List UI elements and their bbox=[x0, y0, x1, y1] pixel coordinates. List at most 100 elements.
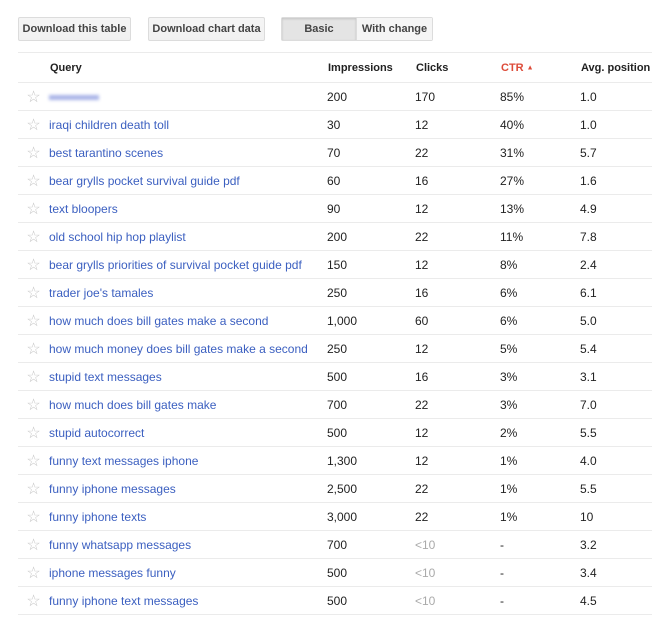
star-icon[interactable]: ☆ bbox=[18, 446, 49, 475]
avg-position-cell: 5.4 bbox=[580, 334, 652, 363]
download-chart-data-button[interactable]: Download chart data bbox=[148, 17, 265, 41]
star-icon[interactable]: ☆ bbox=[18, 278, 49, 307]
query-cell: how much does bill gates make a second bbox=[49, 306, 327, 335]
header-ctr-label: CTR bbox=[501, 61, 524, 74]
query-link[interactable]: text bloopers bbox=[49, 201, 118, 216]
query-cell: trader joe's tamales bbox=[49, 278, 327, 307]
ctr-cell: 40% bbox=[500, 110, 580, 139]
query-link[interactable]: best tarantino scenes bbox=[49, 145, 164, 160]
clicks-cell: 22 bbox=[415, 222, 500, 251]
query-cell: best tarantino scenes bbox=[49, 138, 327, 167]
download-table-button[interactable]: Download this table bbox=[18, 17, 131, 41]
query-link[interactable]: how much does bill gates make bbox=[49, 397, 217, 412]
query-cell: funny iphone text messages bbox=[49, 586, 327, 615]
star-icon[interactable]: ☆ bbox=[18, 362, 49, 391]
query-link[interactable]: funny iphone texts bbox=[49, 509, 147, 524]
impressions-cell: 150 bbox=[327, 250, 415, 279]
impressions-cell: 250 bbox=[327, 334, 415, 363]
star-icon[interactable]: ☆ bbox=[18, 166, 49, 195]
header-ctr[interactable]: CTR ▲ bbox=[500, 52, 580, 83]
impressions-cell: 60 bbox=[327, 166, 415, 195]
query-cell: funny text messages iphone bbox=[49, 446, 327, 475]
table-row: ☆ trader joe's tamales 250 16 6% 6.1 bbox=[18, 278, 652, 307]
ctr-cell: 3% bbox=[500, 390, 580, 419]
query-link[interactable]: funny text messages iphone bbox=[49, 453, 199, 468]
header-query[interactable]: Query bbox=[49, 52, 327, 83]
query-link[interactable]: iphone messages funny bbox=[49, 565, 176, 580]
ctr-cell: 1% bbox=[500, 502, 580, 531]
table-row: ☆ stupid autocorrect 500 12 2% 5.5 bbox=[18, 418, 652, 447]
query-link[interactable]: how much does bill gates make a second bbox=[49, 313, 269, 328]
avg-position-cell: 6.1 bbox=[580, 278, 652, 307]
star-icon[interactable]: ☆ bbox=[18, 110, 49, 139]
table-row: ☆ how much does bill gates make a second… bbox=[18, 306, 652, 335]
query-link[interactable]: old school hip hop playlist bbox=[49, 229, 186, 244]
star-icon[interactable]: ☆ bbox=[18, 138, 49, 167]
avg-position-cell: 5.7 bbox=[580, 138, 652, 167]
ctr-cell: 1% bbox=[500, 474, 580, 503]
star-icon[interactable]: ☆ bbox=[18, 530, 49, 559]
impressions-cell: 500 bbox=[327, 418, 415, 447]
star-icon[interactable]: ☆ bbox=[18, 250, 49, 279]
ctr-cell: 2% bbox=[500, 418, 580, 447]
header-clicks[interactable]: Clicks bbox=[415, 52, 500, 83]
star-icon[interactable]: ☆ bbox=[18, 222, 49, 251]
star-icon[interactable]: ☆ bbox=[18, 334, 49, 363]
sort-ascending-icon: ▲ bbox=[526, 64, 534, 72]
query-link[interactable]: bear grylls pocket survival guide pdf bbox=[49, 173, 240, 188]
ctr-cell: 6% bbox=[500, 278, 580, 307]
query-link[interactable]: bear grylls priorities of survival pocke… bbox=[49, 257, 302, 272]
table-row: ☆ funny iphone text messages 500 <10 - 4… bbox=[18, 586, 652, 615]
query-link[interactable]: iraqi children death toll bbox=[49, 117, 170, 132]
query-link[interactable]: funny whatsapp messages bbox=[49, 537, 192, 552]
header-avg-position[interactable]: Avg. position bbox=[580, 52, 652, 83]
with-change-toggle-button[interactable]: With change bbox=[357, 18, 432, 40]
avg-position-cell: 10 bbox=[580, 502, 652, 531]
clicks-cell: 22 bbox=[415, 474, 500, 503]
avg-position-cell: 1.0 bbox=[580, 110, 652, 139]
ctr-cell: 1% bbox=[500, 446, 580, 475]
star-icon[interactable]: ☆ bbox=[18, 390, 49, 419]
table-row: ☆ how much money does bill gates make a … bbox=[18, 334, 652, 363]
clicks-cell: 22 bbox=[415, 390, 500, 419]
table-row: ☆ stupid text messages 500 16 3% 3.1 bbox=[18, 362, 652, 391]
query-link[interactable]: how much money does bill gates make a se… bbox=[49, 341, 308, 356]
star-icon[interactable]: ☆ bbox=[18, 82, 49, 111]
star-icon[interactable]: ☆ bbox=[18, 502, 49, 531]
impressions-cell: 30 bbox=[327, 110, 415, 139]
avg-position-cell: 2.4 bbox=[580, 250, 652, 279]
ctr-cell: 8% bbox=[500, 250, 580, 279]
query-link[interactable]: funny iphone messages bbox=[49, 481, 176, 496]
star-icon[interactable]: ☆ bbox=[18, 418, 49, 447]
query-link[interactable]: stupid autocorrect bbox=[49, 425, 145, 440]
ctr-cell: 27% bbox=[500, 166, 580, 195]
ctr-cell: 13% bbox=[500, 194, 580, 223]
avg-position-cell: 5.5 bbox=[580, 418, 652, 447]
basic-toggle-button[interactable]: Basic bbox=[282, 18, 357, 40]
impressions-cell: 250 bbox=[327, 278, 415, 307]
redacted-query[interactable] bbox=[49, 94, 99, 100]
table-row: ☆ funny text messages iphone 1,300 12 1%… bbox=[18, 446, 652, 475]
query-link[interactable]: trader joe's tamales bbox=[49, 285, 154, 300]
avg-position-cell: 5.5 bbox=[580, 474, 652, 503]
clicks-cell: <10 bbox=[415, 558, 500, 587]
clicks-cell: 60 bbox=[415, 306, 500, 335]
query-cell: text bloopers bbox=[49, 194, 327, 223]
avg-position-cell: 4.5 bbox=[580, 586, 652, 615]
header-impressions[interactable]: Impressions bbox=[327, 52, 415, 83]
impressions-cell: 1,000 bbox=[327, 306, 415, 335]
ctr-cell: - bbox=[500, 558, 580, 587]
query-link[interactable]: stupid text messages bbox=[49, 369, 162, 384]
avg-position-cell: 4.9 bbox=[580, 194, 652, 223]
clicks-cell: 170 bbox=[415, 82, 500, 111]
impressions-cell: 500 bbox=[327, 362, 415, 391]
table-row: ☆ funny iphone messages 2,500 22 1% 5.5 bbox=[18, 474, 652, 503]
query-link[interactable]: funny iphone text messages bbox=[49, 593, 199, 608]
clicks-cell: 12 bbox=[415, 194, 500, 223]
star-icon[interactable]: ☆ bbox=[18, 474, 49, 503]
star-icon[interactable]: ☆ bbox=[18, 558, 49, 587]
query-cell: iraqi children death toll bbox=[49, 110, 327, 139]
star-icon[interactable]: ☆ bbox=[18, 194, 49, 223]
star-icon[interactable]: ☆ bbox=[18, 306, 49, 335]
star-icon[interactable]: ☆ bbox=[18, 586, 49, 615]
